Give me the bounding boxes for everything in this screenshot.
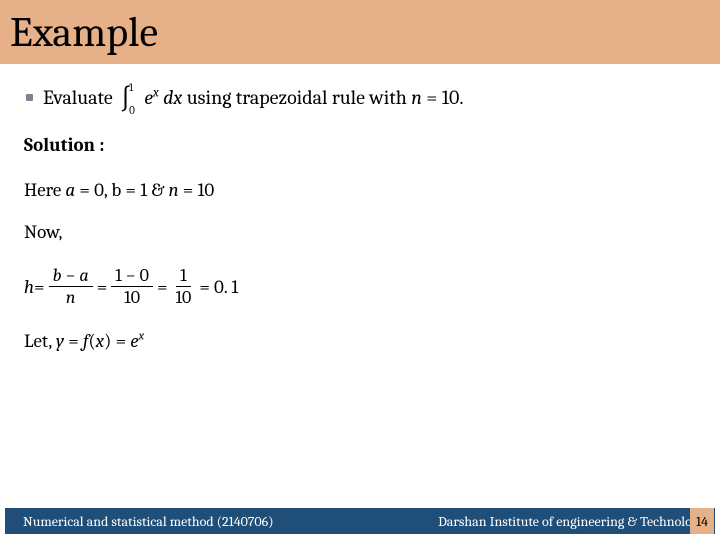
n-var2: n — [169, 179, 179, 201]
y-var: y — [56, 330, 64, 352]
e-base: e — [130, 330, 138, 352]
let-eq1: = — [64, 330, 83, 352]
frac2-den: 10 — [120, 287, 144, 308]
integral-symbol: ∫ — [120, 86, 131, 112]
footer-bar: Numerical and statistical method (214070… — [5, 508, 715, 534]
eq3: = — [157, 272, 168, 302]
h-var: h — [24, 272, 34, 302]
let-prefix: Let, — [24, 330, 56, 352]
a-val: = 0, — [75, 179, 111, 201]
x-var: x — [96, 330, 104, 352]
frac2-num: 1 − 0 — [111, 266, 153, 288]
problem-text: Evaluate ∫ 1 0 ex dx using trapezoidal r… — [43, 82, 463, 116]
bullet-icon — [26, 94, 33, 101]
n-val2: = 10 — [179, 179, 215, 201]
slide-title: Example — [10, 8, 158, 57]
n-var: n — [411, 86, 422, 109]
dx: dx — [163, 86, 182, 109]
let-line: Let, y = f(x) = ex — [24, 326, 696, 356]
frac2: 1 − 0 10 — [111, 266, 153, 309]
integral: ∫ 1 0 — [120, 82, 137, 116]
here-prefix: Here — [24, 179, 65, 201]
let-eq2: = — [111, 330, 130, 352]
solution-label: Solution : — [24, 130, 696, 160]
footer-right: Darshan Institute of engineering & Techn… — [438, 513, 705, 530]
problem-statement: Evaluate ∫ 1 0 ex dx using trapezoidal r… — [24, 82, 696, 116]
n-eq: = — [422, 86, 442, 109]
frac3-den: 10 — [171, 287, 195, 308]
n-val: 10. — [442, 86, 464, 109]
now-line: Now, — [24, 217, 696, 247]
b-var: b — [111, 179, 121, 201]
eq1: = — [34, 272, 45, 302]
paren-open: ( — [88, 330, 95, 352]
integrand-exp: x — [153, 85, 159, 100]
content-area: Evaluate ∫ 1 0 ex dx using trapezoidal r… — [0, 64, 720, 356]
suffix: using trapezoidal rule with — [187, 86, 411, 109]
page-number: 14 — [690, 508, 714, 534]
footer-left: Numerical and statistical method (214070… — [23, 513, 274, 530]
frac3: 1 10 — [171, 266, 195, 309]
b-val: = 1 & — [121, 179, 168, 201]
here-line: Here a = 0, b = 1 & n = 10 — [24, 175, 696, 205]
frac3-num: 1 — [176, 266, 191, 288]
e-exp: x — [139, 330, 145, 344]
eq4: = 0. 1 — [199, 272, 238, 302]
prefix: Evaluate — [43, 86, 117, 109]
frac1: b − a n — [49, 266, 93, 309]
integrand-base: e — [144, 86, 153, 109]
a-var: a — [65, 179, 75, 201]
title-bar: Example — [0, 0, 720, 64]
frac1-den: n — [62, 287, 80, 308]
eq2: = — [97, 272, 108, 302]
frac1-num: b − a — [49, 266, 93, 288]
h-equation: h = b − a n = 1 − 0 10 = 1 10 = 0. 1 — [24, 266, 696, 309]
